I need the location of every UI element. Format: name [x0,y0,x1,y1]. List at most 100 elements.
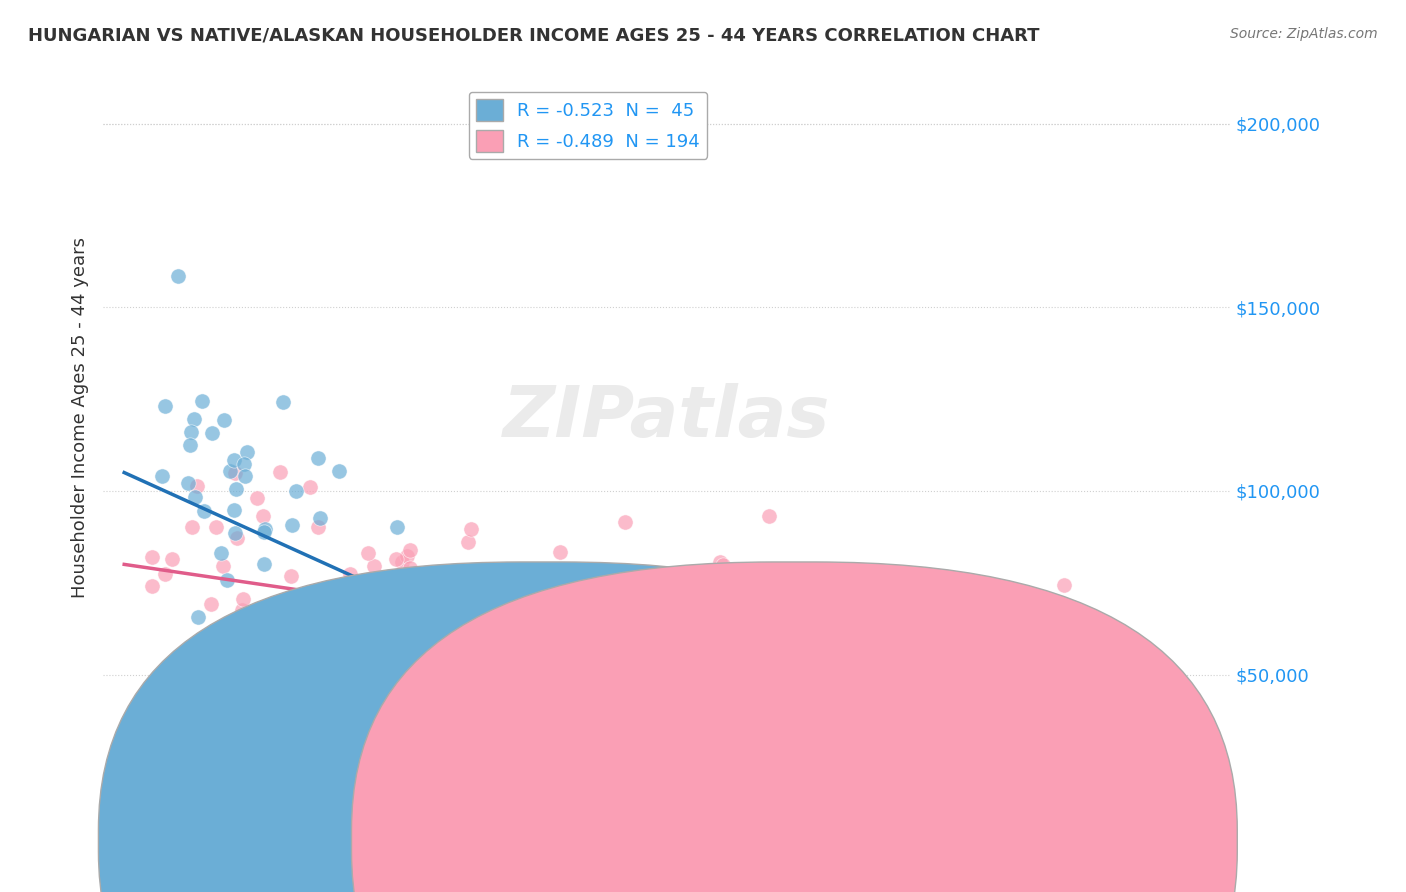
Point [360,593,382,607]
Point [728,629,751,643]
Point [437,632,460,646]
Point [332,627,354,641]
Point [457,534,479,549]
Point [179,438,201,452]
Point [733,658,755,673]
Point [1046,652,1069,666]
Point [249,619,271,633]
Point [818,667,841,681]
Point [309,511,332,525]
Point [222,503,245,517]
Point [702,749,724,764]
Point [339,567,361,582]
Point [307,450,329,465]
Point [366,694,388,708]
Point [444,595,467,609]
Point [897,763,920,777]
Point [412,614,434,628]
Point [658,604,681,618]
Point [398,560,420,574]
Point [602,693,624,707]
Point [534,616,557,631]
Point [252,508,274,523]
Point [191,393,214,408]
Point [218,463,240,477]
Legend: R = -0.523  N =  45, R = -0.489  N = 194: R = -0.523 N = 45, R = -0.489 N = 194 [468,92,707,159]
Point [557,671,579,685]
Point [953,714,976,729]
Point [285,484,308,499]
Point [579,657,602,672]
Point [741,647,763,661]
Point [515,632,537,646]
Point [209,653,232,667]
Point [468,607,491,621]
Point [630,703,652,717]
Point [565,670,588,684]
Point [904,741,927,756]
Point [785,678,807,692]
Point [1001,720,1024,734]
Point [166,268,188,283]
Point [803,616,825,631]
Point [522,598,544,612]
Point [381,623,404,637]
Point [380,632,402,646]
Point [626,669,648,683]
Point [758,508,780,523]
Point [224,525,246,540]
Point [755,706,778,721]
Point [592,622,614,636]
Point [825,740,848,755]
Point [373,653,395,667]
Point [775,573,797,587]
Point [725,689,748,703]
Point [443,605,465,619]
Point [380,684,402,698]
Point [810,690,832,704]
Point [201,426,224,441]
Point [755,681,778,695]
Point [150,468,173,483]
Point [650,592,672,607]
Point [187,610,209,624]
Point [700,642,723,657]
Point [567,741,589,756]
Point [344,601,367,615]
Point [232,457,254,471]
Point [205,519,228,533]
Point [460,563,482,577]
Point [1050,765,1073,780]
Point [797,644,820,658]
Point [494,615,516,630]
Point [481,648,503,662]
Point [481,587,503,601]
Point [232,592,254,607]
Point [273,395,295,409]
Point [853,649,876,664]
Point [1123,714,1146,729]
Point [509,609,531,624]
Point [307,519,329,533]
Point [582,627,605,641]
Point [548,544,571,558]
Point [1014,634,1036,648]
Point [863,583,886,598]
Point [681,600,703,615]
Point [276,648,298,663]
Point [252,525,274,540]
Point [236,445,259,459]
Point [1038,713,1060,727]
Point [212,558,235,573]
Point [371,600,394,615]
Point [669,592,692,607]
Point [281,517,304,532]
Point [682,610,704,624]
Point [461,646,484,660]
Point [925,651,948,665]
Point [246,491,269,505]
Point [367,600,389,615]
Point [686,667,709,681]
Point [598,577,620,591]
Text: ZIPatlas: ZIPatlas [503,383,831,452]
